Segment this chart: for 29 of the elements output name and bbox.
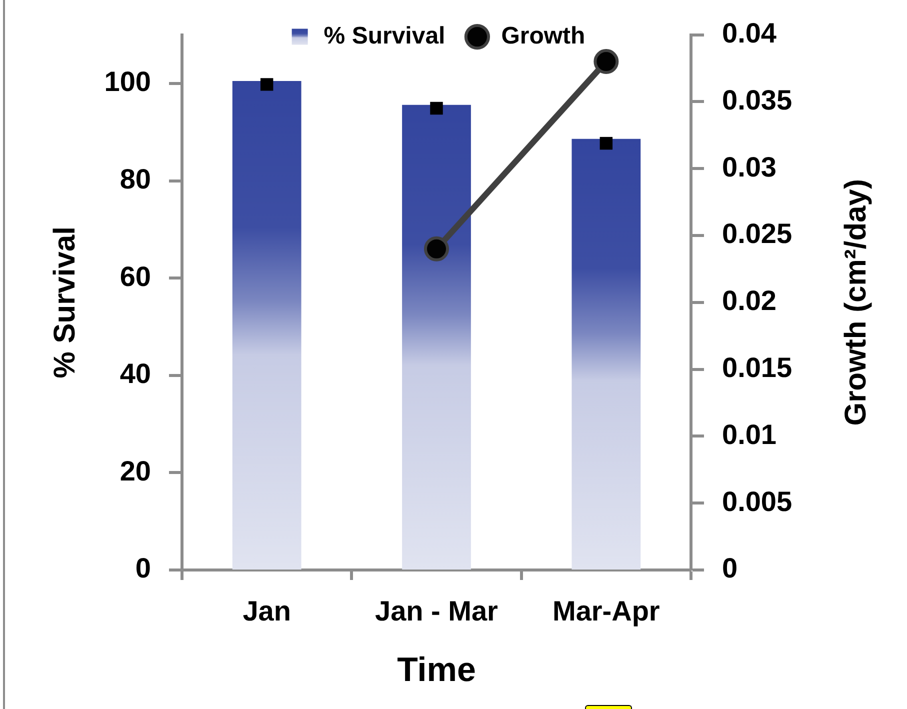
y-tick-label: 20	[120, 455, 151, 486]
y2-axis-title: Growth (cm²/day)	[839, 179, 872, 426]
legend-label: % Survival	[324, 22, 446, 50]
y-tick-label: 60	[120, 260, 151, 292]
y2-tick-label: 0.03	[722, 151, 776, 182]
y2-tick-label: 0.04	[722, 18, 777, 49]
point	[260, 78, 274, 91]
point	[600, 136, 613, 150]
y-axis-title: % Survival	[48, 226, 82, 378]
bar	[572, 138, 641, 570]
x-tick-label: Mar-Apr	[552, 596, 660, 627]
y2-tick-label: 0.025	[722, 218, 792, 250]
y2-tick-label: 0.005	[722, 486, 792, 517]
y-tick-label: 100	[104, 66, 151, 98]
x-tick-label: Jan	[242, 596, 291, 627]
y2-tick-label: 0.035	[722, 84, 792, 116]
y2-tick-label: 0	[722, 552, 738, 584]
y-tick-label: 80	[120, 163, 151, 194]
y2-tick-label: 0.02	[722, 285, 776, 316]
x-axis-title: Time	[397, 650, 476, 689]
bar	[232, 81, 302, 570]
y-tick-label: 40	[120, 358, 151, 390]
y-tick-label: 0	[135, 552, 151, 584]
y2-tick-label: 0.01	[722, 418, 776, 450]
point	[430, 102, 443, 115]
bar	[402, 104, 471, 570]
x-tick-label: Jan - Mar	[375, 596, 498, 627]
y2-tick-label: 0.015	[722, 352, 792, 384]
legend-label: Growth	[501, 22, 586, 50]
